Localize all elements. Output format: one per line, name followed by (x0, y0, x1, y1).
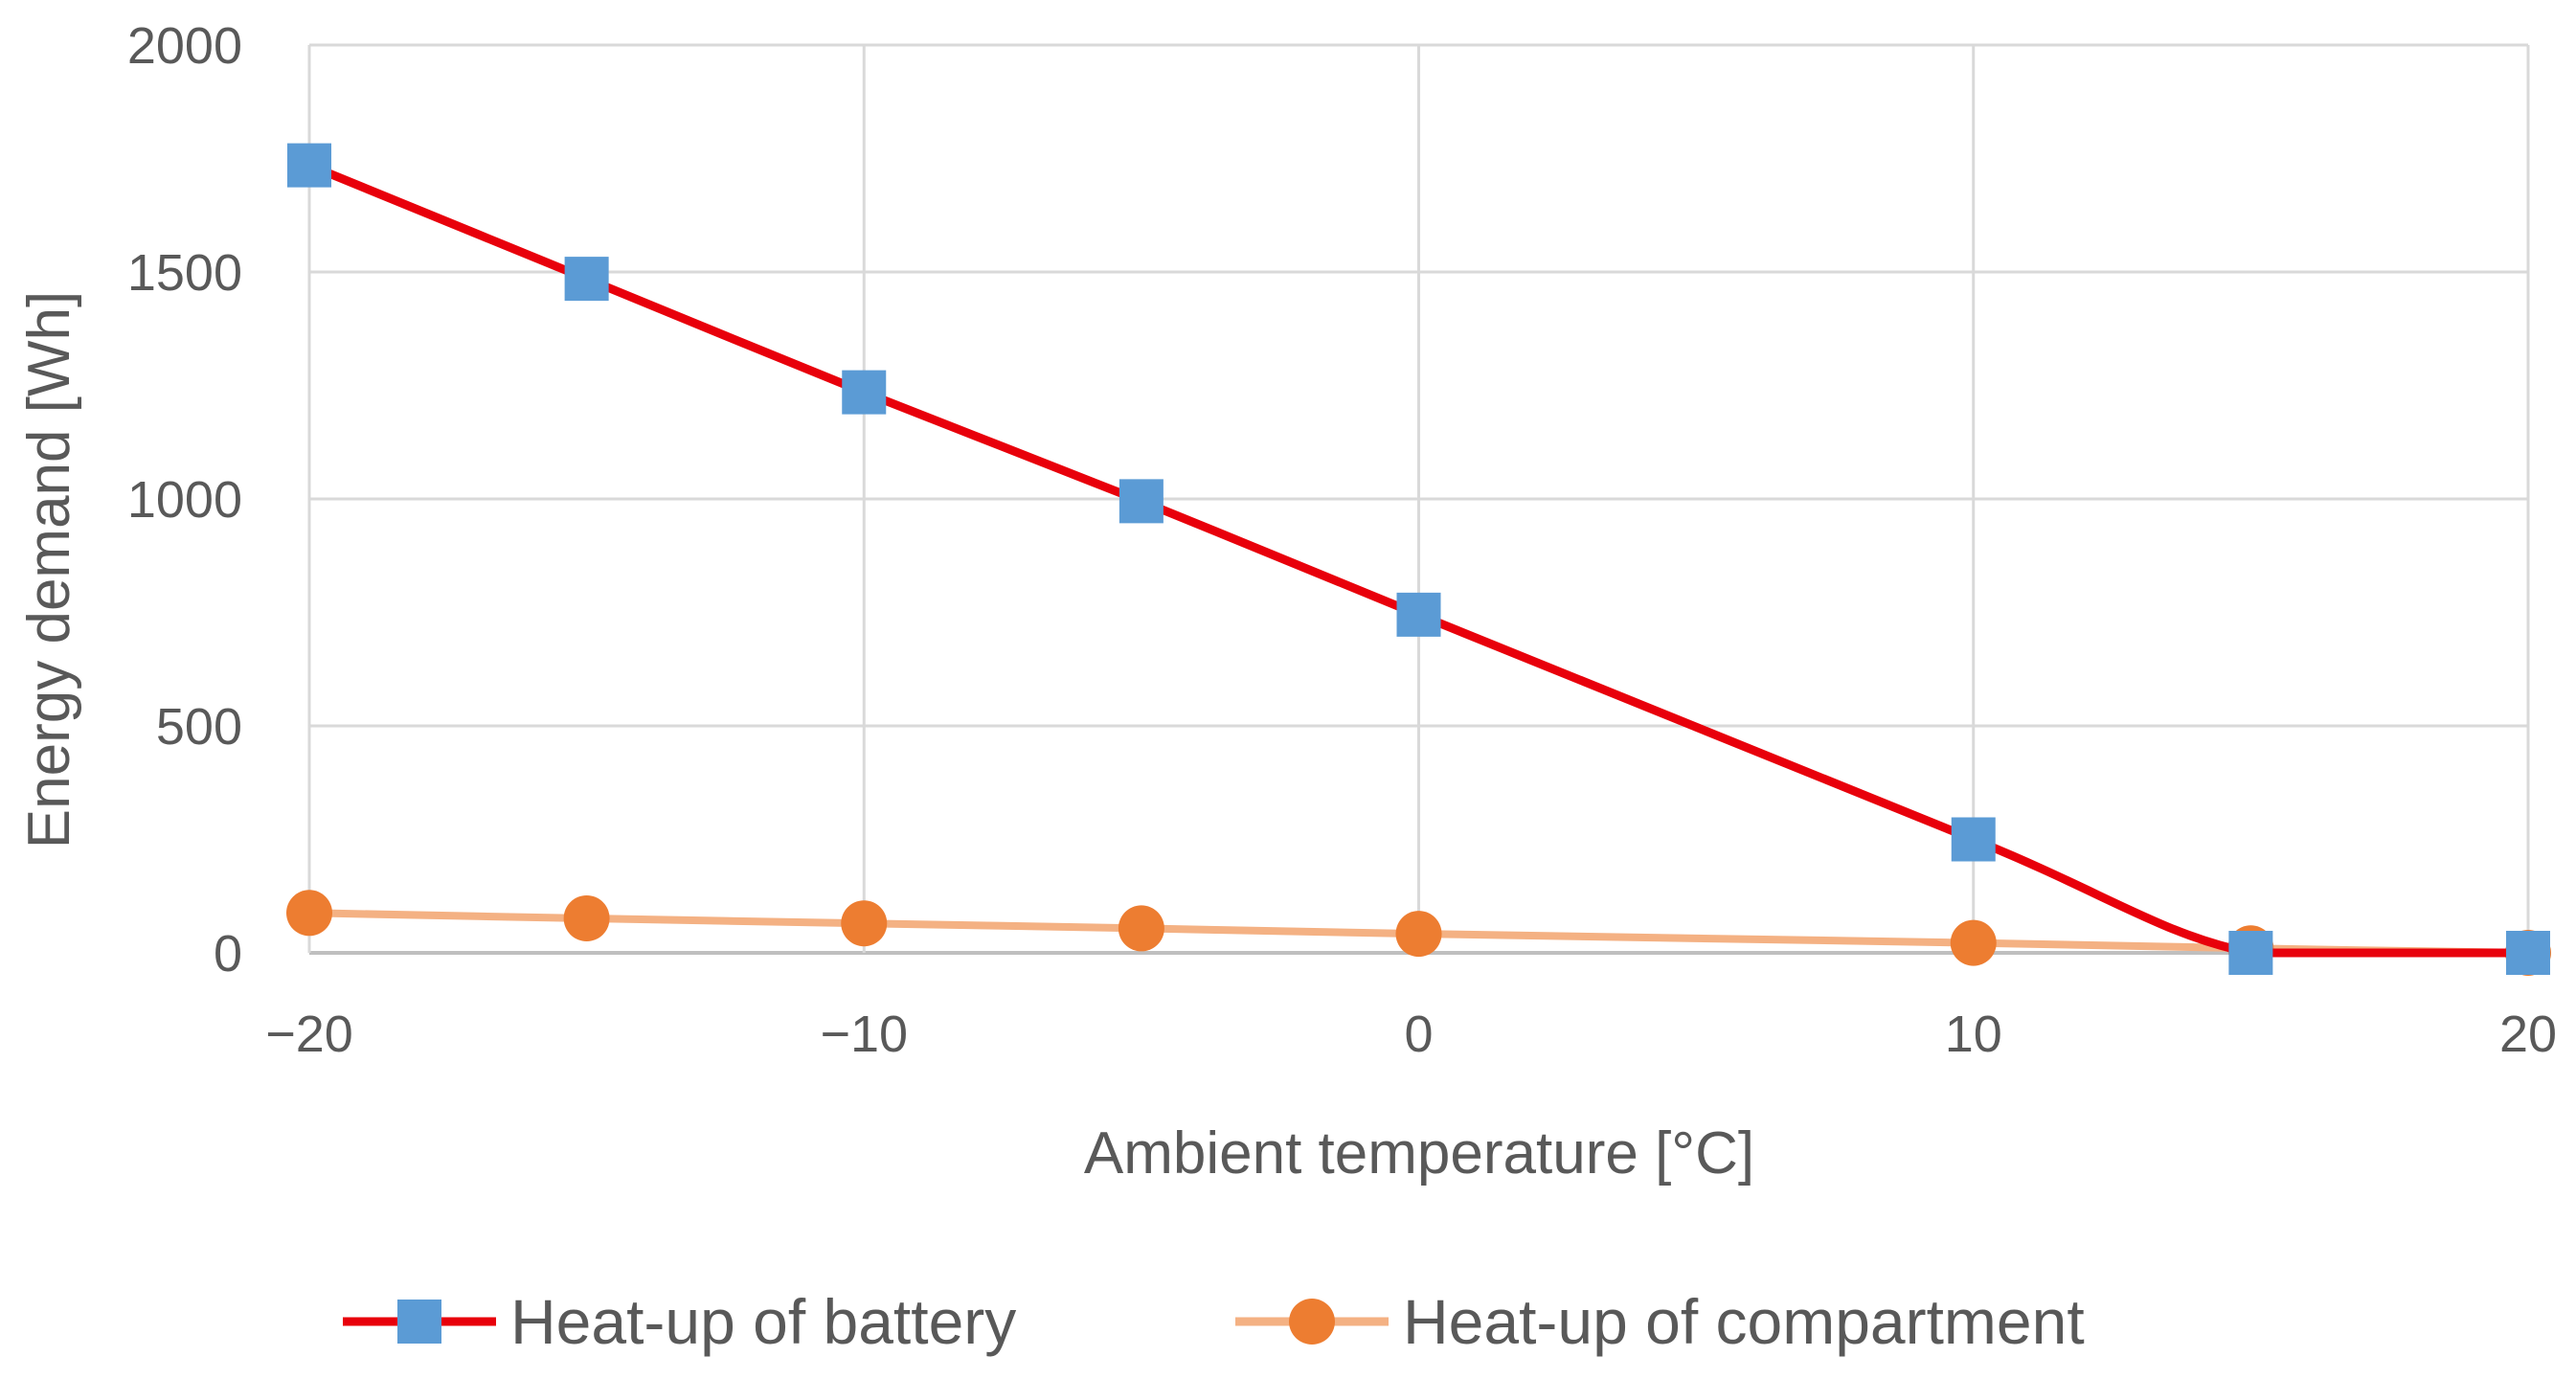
legend-label: Heat-up of battery (510, 1286, 1016, 1357)
series-battery (287, 143, 2550, 975)
data-point-circle (286, 890, 332, 937)
x-tick-label: −20 (265, 1006, 353, 1063)
legend-item-battery: Heat-up of battery (343, 1286, 1016, 1357)
y-axis-title: Energy demand [Wh] (16, 291, 82, 848)
legend-marker-square (397, 1300, 441, 1344)
data-point-circle (841, 900, 888, 947)
x-tick-label: 10 (1945, 1006, 2002, 1063)
series (286, 143, 2551, 976)
legend-label: Heat-up of compartment (1403, 1286, 2085, 1357)
series-line (305, 909, 2532, 957)
x-tick-label: 20 (2499, 1006, 2557, 1063)
data-point-square (2506, 931, 2550, 975)
data-point-circle (563, 894, 610, 941)
y-tick-label: 1500 (127, 244, 242, 302)
y-tick-label: 500 (156, 698, 242, 756)
data-point-square (1951, 817, 1996, 862)
y-tick-label: 2000 (127, 17, 242, 75)
data-point-square (564, 257, 609, 302)
y-tick-label: 1000 (127, 471, 242, 529)
y-tick-label: 0 (214, 925, 242, 983)
data-point-square (1119, 479, 1164, 524)
grid (307, 43, 2530, 955)
legend-marker-circle (1289, 1299, 1335, 1345)
data-point-circle (1118, 905, 1164, 952)
legend: Heat-up of battery Heat-up of compartment (343, 1286, 2085, 1357)
data-point-circle (1950, 919, 1997, 966)
x-axis-ticks: −20 −10 0 10 20 (265, 1006, 2557, 1063)
data-point-square (287, 143, 331, 188)
data-point-square (842, 370, 887, 415)
x-axis-title: Ambient temperature [°C] (1084, 1120, 1754, 1187)
x-tick-label: −10 (820, 1006, 908, 1063)
series-line (305, 161, 2533, 958)
x-tick-label: 0 (1404, 1006, 1433, 1063)
data-point-circle (1395, 911, 1442, 958)
data-point-square (1396, 592, 1441, 637)
legend-item-compartment: Heat-up of compartment (1235, 1286, 2085, 1357)
data-point-square (2228, 931, 2273, 975)
y-axis-ticks: 0 500 1000 1500 2000 (127, 17, 242, 983)
